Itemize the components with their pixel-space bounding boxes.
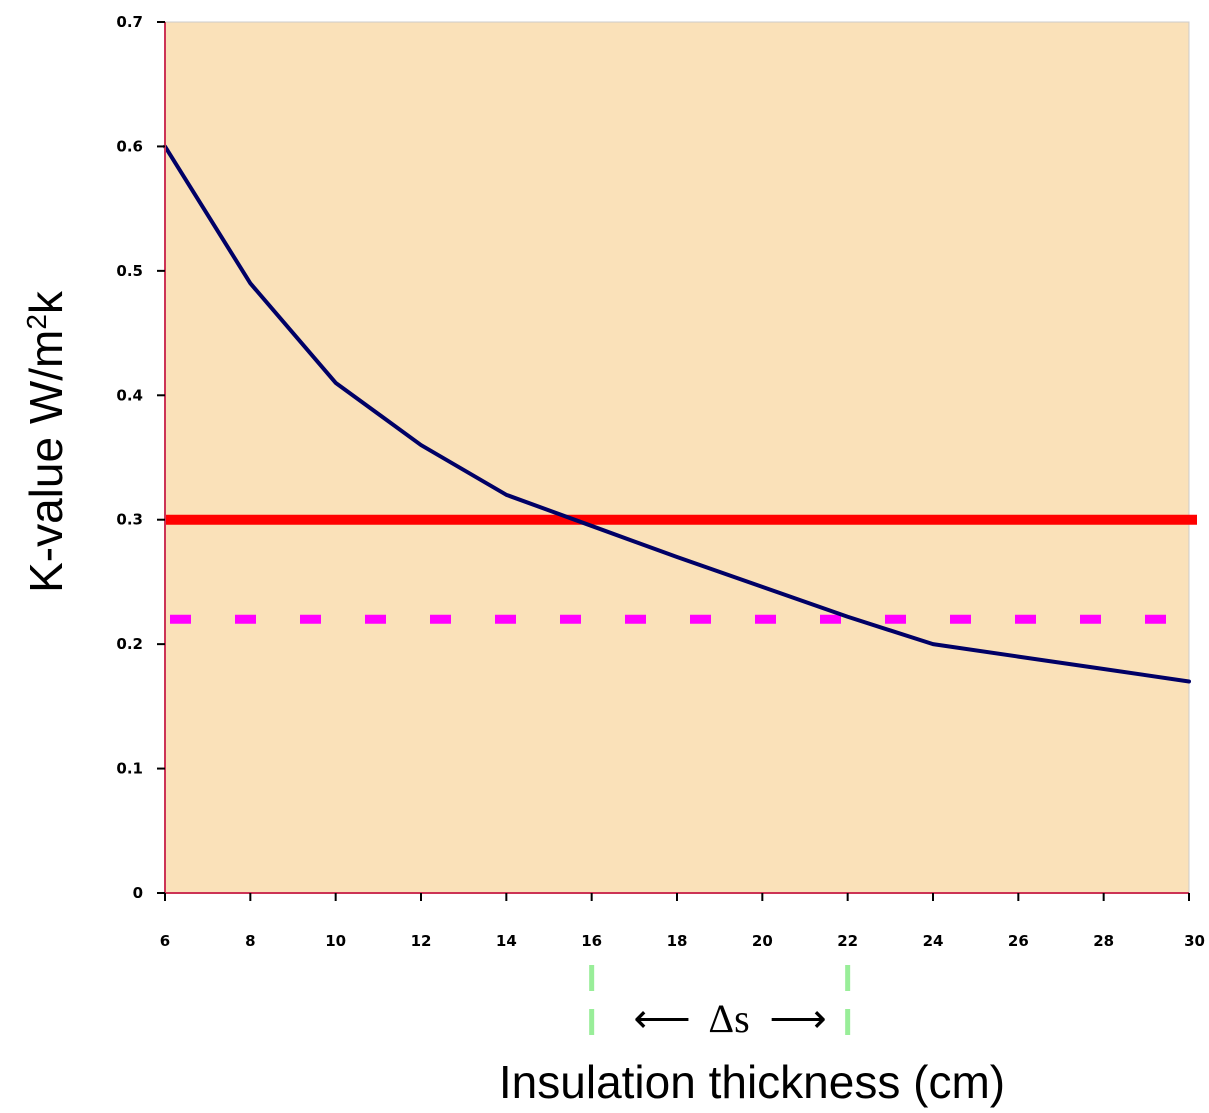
reference-lines xyxy=(165,514,1197,624)
k-value-series-line xyxy=(163,144,1191,684)
delta-right-arrow: ⟶ xyxy=(769,996,826,1041)
y-tick-label: 0.4 xyxy=(116,386,143,404)
x-tick-label: 8 xyxy=(245,932,255,950)
y-tick-labels: 0 0.1 0.2 0.3 0.4 0.5 0.6 0.7 xyxy=(116,13,165,902)
x-tick-label: 22 xyxy=(837,932,858,950)
y-tick-label: 0.3 xyxy=(116,511,143,529)
y-tick-label: 0.5 xyxy=(116,262,143,280)
y-tick-label: 0.1 xyxy=(116,760,143,778)
y-tick-label: 0.2 xyxy=(116,635,143,653)
y-axis-title: K-value W/m2k xyxy=(20,290,72,593)
x-tick-label: 6 xyxy=(160,932,170,950)
series-layer xyxy=(163,144,1191,684)
x-tick-label: 14 xyxy=(496,932,517,950)
x-axis-title: Insulation thickness (cm) xyxy=(499,1056,1005,1108)
y-tick-label: 0 xyxy=(133,884,143,902)
y-tick-label: 0.6 xyxy=(116,137,143,155)
x-tick-label: 30 xyxy=(1184,932,1205,950)
delta-left-arrow: ⟵ xyxy=(633,996,690,1041)
x-tick-label: 26 xyxy=(1008,932,1029,950)
x-tick-label: 12 xyxy=(411,932,432,950)
y-tick-label: 0.7 xyxy=(116,13,143,31)
x-tick-label: 28 xyxy=(1093,932,1114,950)
range-markers xyxy=(589,965,851,1036)
x-tick-label: 10 xyxy=(325,932,346,950)
x-tick-label: 18 xyxy=(667,932,688,950)
plot-area xyxy=(164,21,1190,894)
x-tick-label: 24 xyxy=(923,932,944,950)
delta-label: Δs xyxy=(708,996,749,1041)
x-tick-label: 20 xyxy=(752,932,773,950)
x-tick-label: 16 xyxy=(581,932,602,950)
x-tick-labels: 6 8 10 12 14 16 18 20 22 24 26 28 30 xyxy=(160,893,1205,950)
